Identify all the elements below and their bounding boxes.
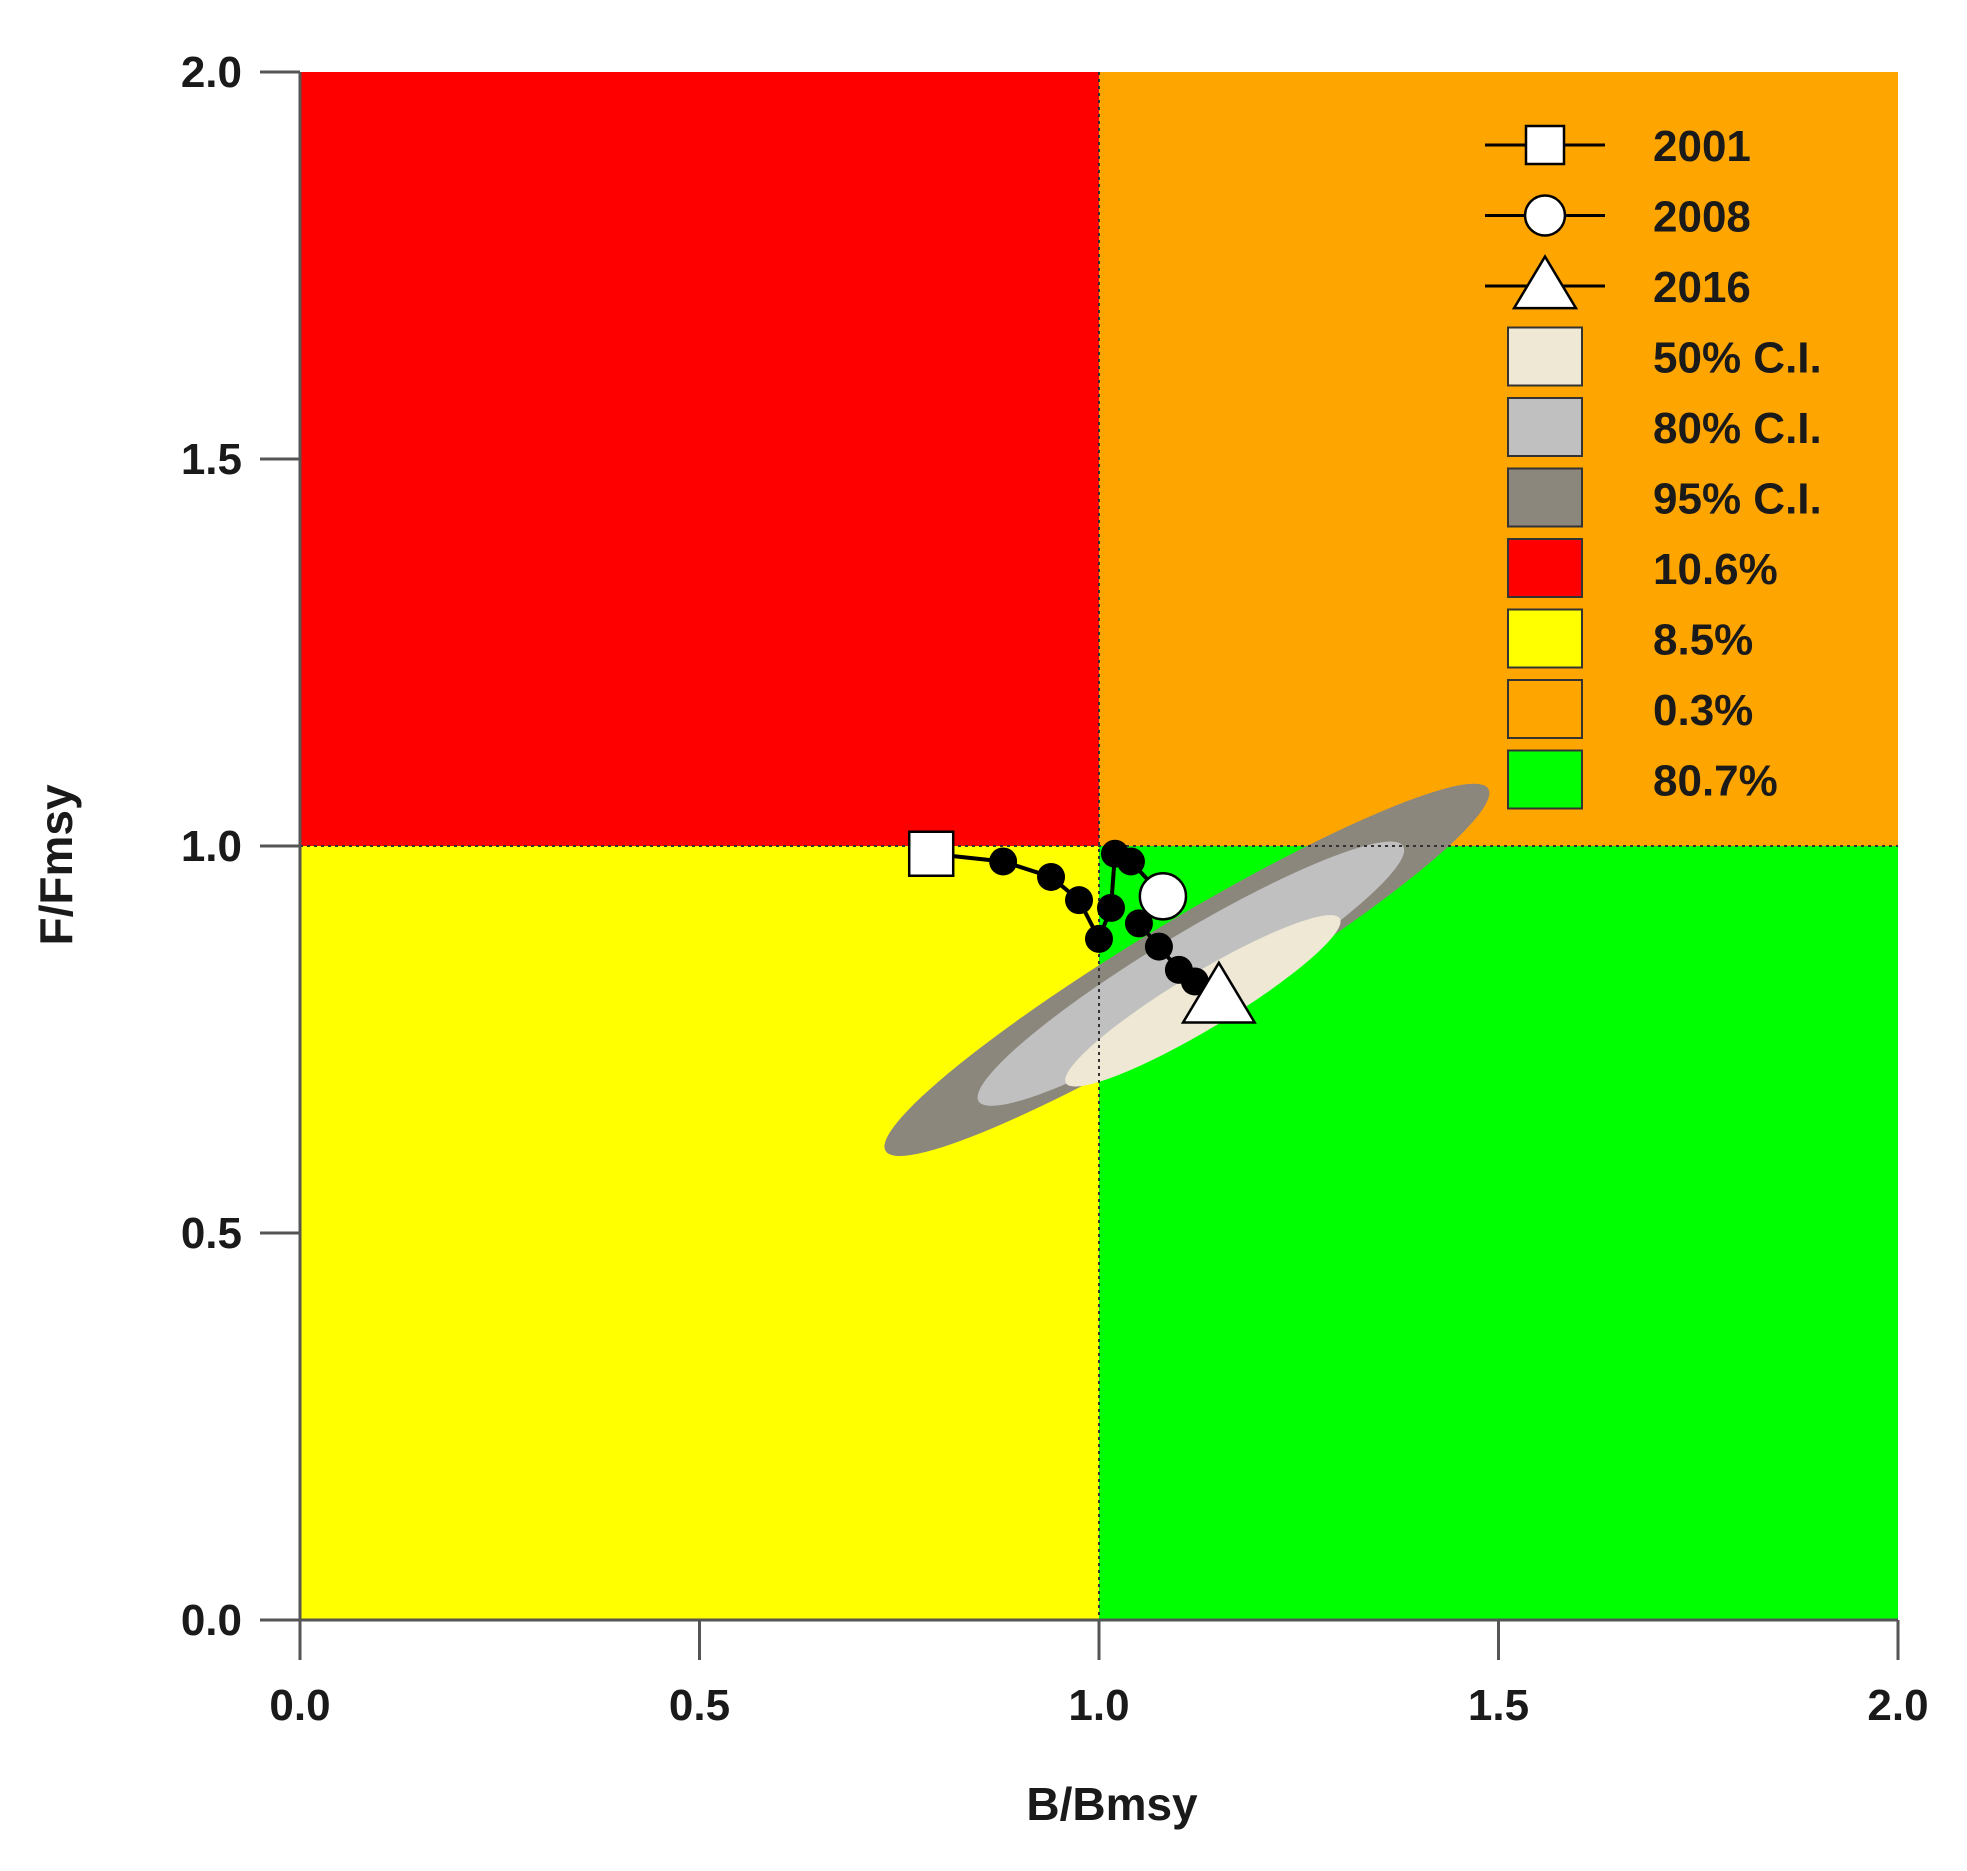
legend-entry: 80% C.I. — [1507, 397, 1822, 457]
trajectory-point — [1096, 893, 1125, 922]
legend-entry: 0.3% — [1507, 679, 1753, 739]
legend-swatch — [1507, 608, 1583, 669]
trajectory-point — [1116, 847, 1145, 876]
x-tick-label: 0.0 — [269, 1681, 330, 1730]
marker-2008 — [1138, 871, 1188, 921]
x-tick-label: 2.0 — [1867, 1681, 1928, 1730]
axes-layer: 0.0 0.5 1.0 1.5 2.0 0.0 0.5 1.0 1.5 2.0 — [181, 48, 1929, 1730]
legend-entry: 80.7% — [1507, 749, 1778, 810]
legend-swatch — [1507, 538, 1583, 598]
trajectory-point — [1124, 909, 1153, 938]
quadrants-layer — [300, 72, 1898, 1620]
legend-label: 2008 — [1653, 193, 1751, 242]
trajectory-point — [1037, 862, 1066, 891]
x-tick-label: 1.5 — [1468, 1681, 1529, 1730]
legend-entry: 10.6% — [1507, 538, 1778, 598]
legend-marker-triangle — [1511, 254, 1579, 310]
legend-swatch — [1507, 397, 1583, 457]
marker-2001 — [907, 830, 955, 877]
legend-entry: 2008 — [1485, 193, 1751, 242]
legend-marker-square — [1524, 124, 1566, 166]
legend: 2001 2008 2016 50% C.I. 80% C.I. 95% C.I. 10.6… — [1485, 122, 1822, 810]
quadrant-red — [300, 72, 1099, 846]
legend-label: 95% C.I. — [1653, 475, 1822, 524]
y-tick-label: 1.5 — [181, 435, 242, 484]
trajectory-point — [1180, 967, 1209, 996]
legend-label: 2001 — [1653, 122, 1751, 171]
y-tick-label: 2.0 — [181, 48, 242, 97]
legend-label: 8.5% — [1653, 616, 1753, 665]
y-tick-label: 1.0 — [181, 822, 242, 871]
x-axis-title: B/Bmsy — [1026, 1778, 1198, 1830]
legend-label: 80% C.I. — [1653, 404, 1822, 453]
trajectory-point — [1085, 924, 1113, 953]
legend-marker-circle — [1523, 194, 1567, 237]
y-tick-label: 0.0 — [181, 1596, 242, 1645]
legend-swatch — [1507, 749, 1583, 810]
marker-2016 — [1180, 960, 1257, 1024]
legend-swatch — [1507, 467, 1583, 528]
reference-lines-layer — [300, 72, 1898, 1620]
x-tick-label: 0.5 — [669, 1681, 730, 1730]
legend-swatch — [1507, 326, 1583, 387]
legend-entry: 2016 — [1485, 254, 1751, 312]
trajectory-layer — [907, 830, 1257, 1024]
legend-entry: 95% C.I. — [1507, 467, 1822, 528]
legend-entry: 8.5% — [1507, 608, 1753, 669]
legend-entry: 50% C.I. — [1507, 326, 1822, 387]
y-axis-title: F/Fmsy — [30, 784, 82, 945]
trajectory-point — [989, 847, 1018, 876]
legend-label: 0.3% — [1653, 686, 1753, 735]
legend-label: 50% C.I. — [1653, 334, 1822, 383]
legend-entry: 2001 — [1485, 122, 1751, 171]
trajectory-point — [1144, 932, 1173, 961]
legend-swatch — [1507, 679, 1583, 739]
y-tick-label: 0.5 — [181, 1209, 242, 1258]
x-tick-label: 1.0 — [1068, 1681, 1129, 1730]
quadrant-yellow — [300, 846, 1099, 1620]
legend-label: 80.7% — [1653, 757, 1778, 806]
trajectory-point — [1065, 886, 1094, 915]
legend-label: 10.6% — [1653, 545, 1778, 594]
quadrant-orange — [1099, 72, 1898, 846]
legend-label: 2016 — [1653, 263, 1751, 312]
